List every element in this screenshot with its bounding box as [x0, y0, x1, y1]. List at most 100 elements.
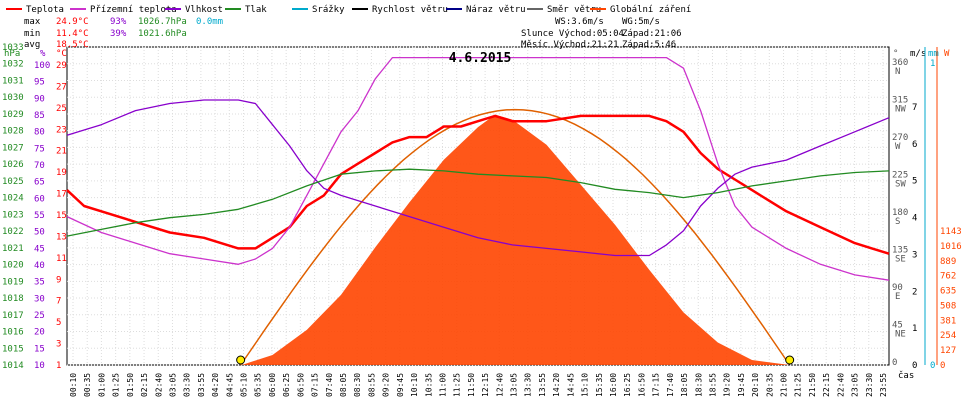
- axis-direction-tick: 45: [892, 321, 903, 331]
- stats-avg-label: avg: [24, 40, 40, 50]
- axis-humidity-tick: 55: [34, 211, 45, 221]
- axis-radiation-tick: 635: [940, 287, 956, 297]
- axis-x-tick: 13:55: [538, 373, 547, 397]
- axis-x-tick: 03:05: [168, 373, 177, 397]
- axis-humidity-tick: 35: [34, 278, 45, 288]
- axis-direction-tick: 315: [892, 96, 908, 106]
- axis-pressure-tick: 1022: [2, 227, 24, 237]
- axis-x-tick: 18:30: [694, 373, 703, 397]
- axis-direction-tick: 90: [892, 283, 903, 293]
- axis-humidity-tick: 70: [34, 161, 45, 171]
- axis-radiation-tick: 1016: [940, 242, 962, 252]
- axis-radiation-tick: 762: [940, 272, 956, 282]
- axis-x-tick: 13:30: [524, 373, 533, 397]
- legend-label: Globální záření: [610, 5, 691, 15]
- axis-temperature-tick: 11: [56, 254, 67, 264]
- axis-x-tick: 06:50: [296, 373, 305, 397]
- axis-direction-tick: 360: [892, 58, 908, 68]
- axis-x-tick: 08:05: [339, 373, 348, 397]
- info-wg: WG:5m/s: [622, 17, 660, 27]
- axis-pressure-tick: 1032: [2, 60, 24, 70]
- info-block: WS:3.6m/s WG:5m/s Slunce Východ:05:04 Zá…: [521, 17, 682, 50]
- series-line-teplota: [66, 114, 890, 255]
- info-moon: Měsíc Východ:21:21: [521, 40, 619, 50]
- axis-x-tick: 01:00: [97, 373, 106, 397]
- stats-max-temp: 24.9°C: [56, 17, 89, 27]
- axis-pressure-tick: 1021: [2, 244, 24, 254]
- axis-x-tick: 11:00: [438, 373, 447, 397]
- axis-pressure-tick: 1031: [2, 76, 24, 86]
- axis-x-tick: 07:40: [325, 373, 334, 397]
- axis-direction-tick: 135: [892, 246, 908, 256]
- axis-x-tick: 11:25: [453, 373, 462, 397]
- axis-humidity-tick: 75: [34, 144, 45, 154]
- axis-humidity-tick: 20: [34, 328, 45, 338]
- axis-temperature-tick: 23: [56, 125, 67, 135]
- axis-temperature-tick: 7: [56, 297, 61, 307]
- axis-x-tick: 15:35: [595, 373, 604, 397]
- axis-x-tick: 16:00: [609, 373, 618, 397]
- axis-wind-tick: 7: [912, 103, 917, 113]
- axis-x-tick: 20:10: [751, 373, 760, 397]
- axis-x-tick: 03:30: [183, 373, 192, 397]
- axis-x-tick: 00:10: [69, 373, 78, 397]
- axis-pressure-tick: 1016: [2, 328, 24, 338]
- axes: hPa1033103210311030102910281027102610251…: [2, 43, 962, 397]
- axis-temperature-tick: 1: [56, 361, 61, 371]
- stats-min-label: min: [24, 29, 40, 39]
- axis-pressure-tick: 1033: [2, 43, 24, 53]
- axis-x-tick: 02:15: [140, 373, 149, 397]
- axis-humidity-tick: 45: [34, 244, 45, 254]
- axis-wind-tick: 1: [912, 324, 917, 334]
- axis-temperature-tick: 3: [56, 340, 61, 350]
- info-moon-set: Západ:5:46: [622, 40, 676, 50]
- axis-wind-tick: 3: [912, 250, 917, 260]
- axis-radiation-tick: 127: [940, 346, 956, 356]
- axis-pressure-tick: 1028: [2, 127, 24, 137]
- axis-x-tick: 16:25: [623, 373, 632, 397]
- axis-pressure-tick: 1030: [2, 93, 24, 103]
- legend-label: Srážky: [312, 5, 345, 15]
- axis-humidity-tick: 10: [34, 361, 45, 371]
- sun-elevation-curve: [239, 108, 790, 366]
- axis-humidity-tick: 90: [34, 94, 45, 104]
- axis-rain-tick: 0: [930, 361, 935, 371]
- axis-x-tick: 23:30: [865, 373, 874, 397]
- axis-direction-tick: 0: [892, 358, 897, 368]
- axis-x-tick: 03:55: [197, 373, 206, 397]
- axis-pressure-tick: 1027: [2, 143, 24, 153]
- axis-x-tick: 04:45: [225, 373, 234, 397]
- axis-x-tick: 01:25: [112, 373, 121, 397]
- axis-direction-tick: 270: [892, 133, 908, 143]
- axis-pressure-unit: hPa: [4, 49, 20, 59]
- axis-temperature-tick: 27: [56, 82, 67, 92]
- legend-label: Rychlost větru: [372, 5, 448, 15]
- axis-x-tick: 17:15: [652, 373, 661, 397]
- sunrise-marker: [236, 355, 246, 365]
- axis-x-tick: 22:40: [836, 373, 845, 397]
- axis-temperature-tick: 13: [56, 232, 67, 242]
- axis-pressure-tick: 1017: [2, 311, 24, 321]
- axis-pressure-tick: 1014: [2, 361, 24, 371]
- axis-x-tick: 09:45: [396, 373, 405, 397]
- axis-humidity-tick: 30: [34, 294, 45, 304]
- axis-direction-tick: 180: [892, 208, 908, 218]
- axis-x-tick: 17:40: [666, 373, 675, 397]
- axis-humidity-tick: 85: [34, 111, 45, 121]
- axis-x-tick: 22:15: [822, 373, 831, 397]
- axis-x-tick: 19:45: [737, 373, 746, 397]
- axis-pressure-tick: 1019: [2, 277, 24, 287]
- axis-x-tick: 21:50: [808, 373, 817, 397]
- axis-radiation-tick: 508: [940, 301, 956, 311]
- axis-x-tick: 21:25: [794, 373, 803, 397]
- axis-humidity-tick: 60: [34, 194, 45, 204]
- axis-x-tick: 10:35: [424, 373, 433, 397]
- axis-temperature-tick: 17: [56, 190, 67, 200]
- axis-temperature-tick: 25: [56, 104, 67, 114]
- axis-pressure-tick: 1025: [2, 177, 24, 187]
- axis-x-tick: 18:55: [708, 373, 717, 397]
- axis-x-unit: čas: [898, 370, 914, 381]
- legend-label: Tlak: [245, 5, 267, 15]
- axis-pressure-tick: 1018: [2, 294, 24, 304]
